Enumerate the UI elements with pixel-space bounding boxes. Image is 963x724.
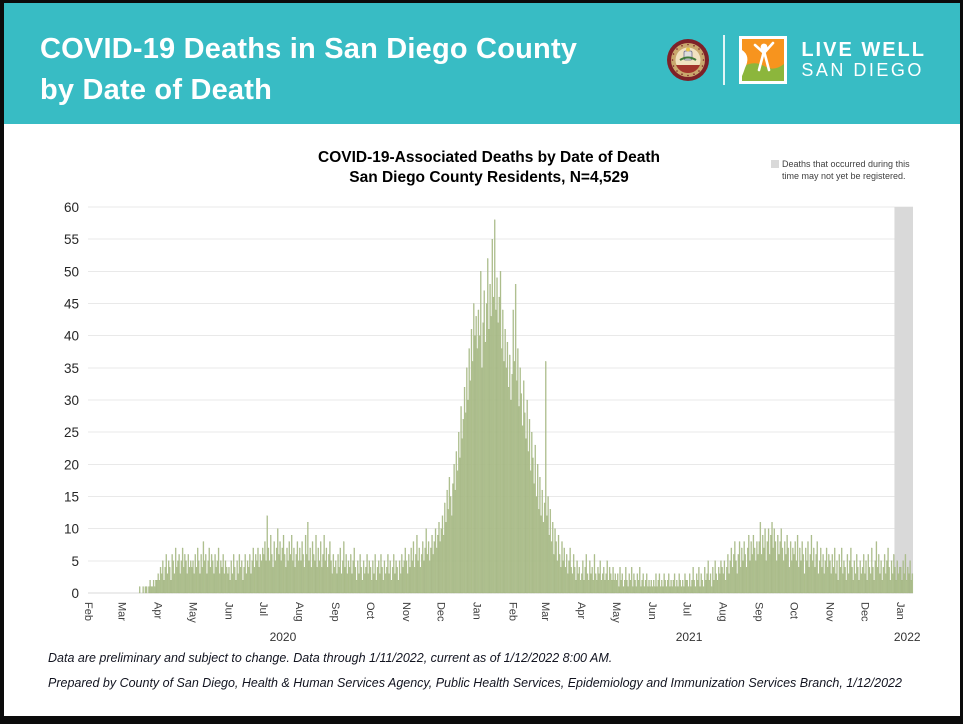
report-page: COVID-19 Deaths in San Diego County by D… — [4, 3, 960, 716]
svg-text:60: 60 — [64, 200, 79, 215]
svg-text:25: 25 — [64, 425, 79, 440]
page-title-line2: by Date of Death — [40, 74, 273, 106]
svg-text:Dec: Dec — [435, 602, 447, 622]
svg-text:Jan: Jan — [894, 602, 906, 620]
svg-text:Mar: Mar — [116, 602, 128, 621]
svg-text:2020: 2020 — [270, 630, 297, 644]
svg-text:0: 0 — [71, 586, 79, 601]
svg-text:Oct: Oct — [364, 602, 376, 619]
live-well-logo-icon — [739, 36, 788, 84]
legend-label-line2: time may not yet be registered. — [782, 170, 906, 181]
svg-text:Jan: Jan — [471, 602, 483, 620]
svg-text:35: 35 — [64, 361, 79, 376]
brand-row: LIVE WELL SAN DIEGO — [667, 35, 926, 85]
svg-text:50: 50 — [64, 264, 79, 279]
live-well-line1: LIVE WELL — [801, 39, 926, 62]
svg-text:Jul: Jul — [681, 602, 693, 616]
legend-swatch-unregistered — [771, 160, 779, 168]
svg-text:Sep: Sep — [329, 602, 341, 622]
chart-canvas: 0 5 10 15 20 25 30 35 40 45 50 55 60 Feb Mar Apr May Jun J… — [64, 200, 921, 644]
svg-text:Dec: Dec — [858, 602, 870, 622]
svg-text:2021: 2021 — [676, 630, 703, 644]
chart-title-line1: COVID-19-Associated Deaths by Date of De… — [318, 149, 660, 166]
header-banner: COVID-19 Deaths in San Diego County by D… — [4, 3, 960, 124]
svg-text:Apr: Apr — [152, 602, 164, 619]
legend-label-line1: Deaths that occurred during this — [782, 159, 910, 169]
svg-text:5: 5 — [71, 554, 79, 569]
page-title: COVID-19 Deaths in San Diego County by D… — [40, 29, 577, 111]
svg-text:10: 10 — [64, 522, 79, 537]
svg-text:Aug: Aug — [717, 602, 729, 622]
live-well-line2: SAN DIEGO — [801, 60, 924, 81]
footer-note-1: Data are preliminary and subject to chan… — [48, 651, 613, 665]
svg-text:45: 45 — [64, 297, 79, 312]
svg-text:2022: 2022 — [894, 630, 921, 644]
svg-text:Jun: Jun — [646, 602, 658, 620]
svg-text:May: May — [186, 602, 198, 623]
svg-text:55: 55 — [64, 232, 79, 247]
svg-text:Feb: Feb — [82, 602, 94, 621]
chart-title: COVID-19-Associated Deaths by Date of De… — [289, 148, 689, 188]
svg-text:Mar: Mar — [539, 602, 551, 621]
svg-text:Feb: Feb — [507, 602, 519, 621]
svg-text:Aug: Aug — [293, 602, 305, 622]
svg-text:May: May — [610, 602, 622, 623]
svg-text:Jul: Jul — [257, 602, 269, 616]
page-title-line1: COVID-19 Deaths in San Diego County — [40, 33, 578, 65]
svg-text:Apr: Apr — [575, 602, 587, 619]
live-well-wordmark: LIVE WELL SAN DIEGO — [801, 40, 926, 80]
chart-title-line2: San Diego County Residents, N=4,529 — [349, 169, 629, 186]
legend: Deaths that occurred during this time ma… — [771, 159, 936, 182]
svg-text:Nov: Nov — [823, 602, 835, 622]
brand-divider — [723, 35, 726, 85]
svg-text:Jun: Jun — [222, 602, 234, 620]
svg-text:Nov: Nov — [400, 602, 412, 622]
svg-text:Oct: Oct — [787, 602, 799, 619]
footer-note-2: Prepared by County of San Diego, Health … — [48, 676, 902, 690]
svg-text:40: 40 — [64, 329, 79, 344]
svg-text:30: 30 — [64, 393, 79, 408]
svg-text:20: 20 — [64, 457, 79, 472]
svg-text:15: 15 — [64, 490, 79, 505]
svg-text:Sep: Sep — [753, 602, 765, 622]
county-seal-icon — [667, 39, 710, 81]
